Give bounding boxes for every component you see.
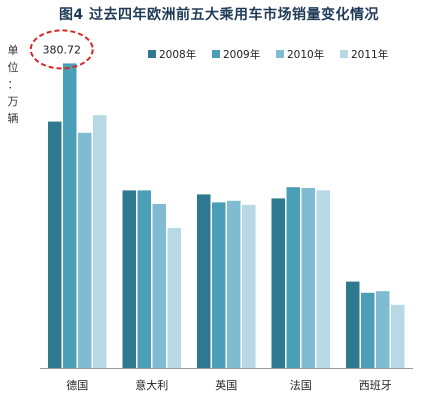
bar-3-5 [376,291,390,368]
bar-2-2 [137,190,151,368]
unit-label: 单位 ： 万辆 [6,42,20,127]
bar-2-5 [361,292,375,368]
legend-swatch-3 [276,50,284,58]
bar-1-4 [271,198,285,368]
chart-title: 图4 过去四年欧洲前五大乘用车市场销量变化情况 [58,7,380,23]
bar-4-3 [242,204,256,368]
legend-swatch-4 [340,50,348,58]
bar-4-5 [391,304,405,368]
legend-swatch-2 [212,50,220,58]
bar-4-2 [167,228,181,368]
x-tick-label: 意大利 [135,378,168,392]
annotation-label: 380.72 [43,43,82,56]
bar-1-1 [48,121,62,368]
legend-label-2: 2009年 [223,48,260,61]
unit-label-char: 万 [7,95,19,108]
legend-label-3: 2010年 [287,48,324,61]
x-tick-label: 西班牙 [359,379,392,392]
bar-2-3 [212,202,226,368]
x-tick-label: 法国 [290,378,312,392]
unit-label-char: 辆 [7,112,19,125]
bar-4-4 [316,190,330,368]
bar-3-1 [78,132,92,368]
bar-4-1 [93,115,107,368]
bar-3-3 [227,200,241,368]
unit-label-char: 单 [7,44,19,57]
bar-2-4 [286,187,300,368]
x-tick-label: 英国 [215,378,237,392]
unit-label-char: ： [7,78,19,91]
unit-label-char: 位 [7,61,19,74]
bar-1-2 [122,190,136,368]
legend-label-4: 2011年 [351,48,388,61]
bar-3-2 [152,204,166,368]
bar-1-3 [197,194,211,368]
legend-swatch-1 [148,50,156,58]
legend-label-1: 2008年 [159,48,196,61]
bar-1-5 [346,281,360,368]
annotation-ellipse [29,29,94,70]
bar-2-1 [63,63,77,369]
x-tick-label: 德国 [66,378,88,392]
bar-3-4 [301,188,315,368]
